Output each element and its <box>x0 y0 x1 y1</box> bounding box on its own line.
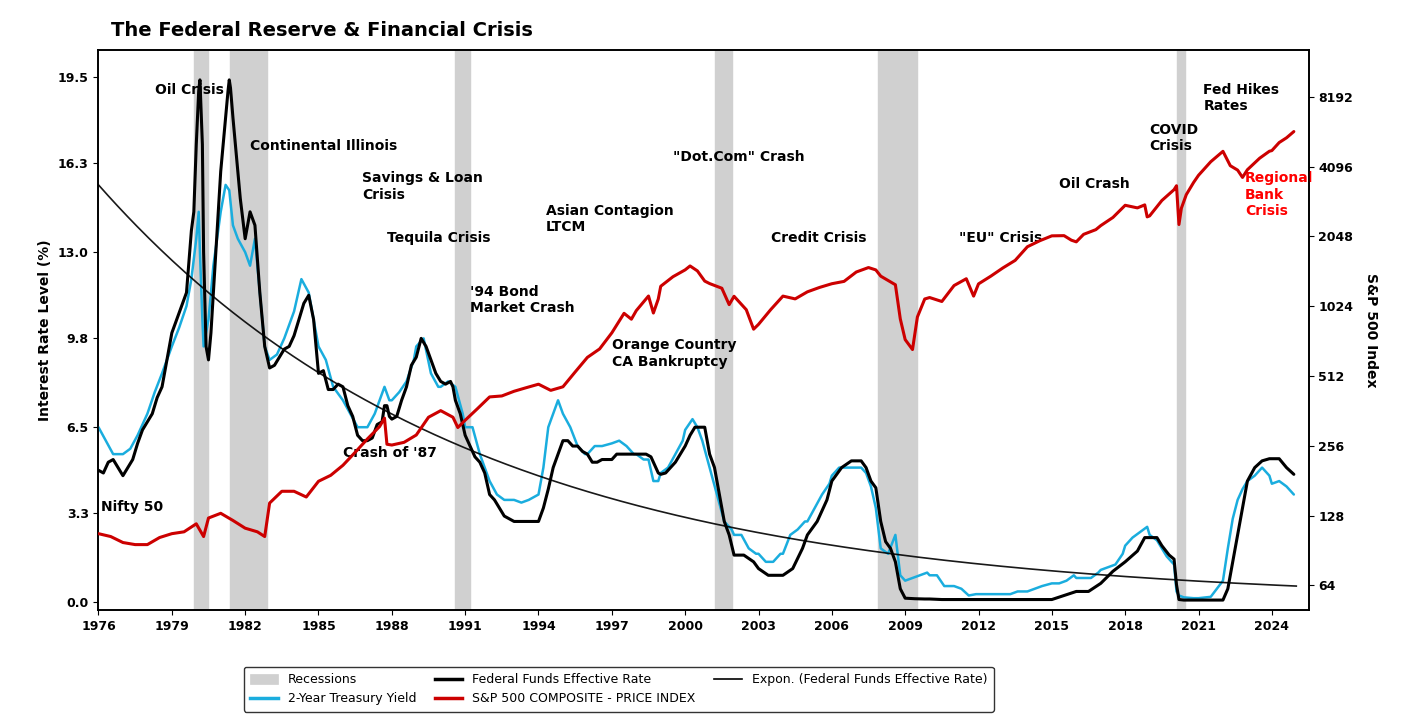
Text: Oil Crisis: Oil Crisis <box>155 83 224 96</box>
Text: Regional
Bank
Crisis: Regional Bank Crisis <box>1245 172 1313 218</box>
Text: Crash of '87: Crash of '87 <box>343 446 436 460</box>
Text: Fed Hikes
Rates: Fed Hikes Rates <box>1203 83 1279 113</box>
Text: The Federal Reserve & Financial Crisis: The Federal Reserve & Financial Crisis <box>111 22 532 40</box>
Bar <box>231 50 267 610</box>
Bar <box>878 50 917 610</box>
Text: Asian Contagion
LTCM: Asian Contagion LTCM <box>546 204 674 234</box>
Text: Tequila Crisis: Tequila Crisis <box>387 230 491 245</box>
Text: "EU" Crisis: "EU" Crisis <box>960 230 1043 245</box>
Text: Credit Crisis: Credit Crisis <box>771 230 867 245</box>
Y-axis label: Interest Rate Level (%): Interest Rate Level (%) <box>38 240 52 421</box>
Bar <box>456 50 470 610</box>
Bar <box>715 50 732 610</box>
Text: COVID
Crisis: COVID Crisis <box>1150 123 1199 153</box>
Text: Orange Country
CA Bankruptcy: Orange Country CA Bankruptcy <box>612 338 736 368</box>
Legend: Recessions, 2-Year Treasury Yield, Federal Funds Effective Rate, S&P 500 COMPOSI: Recessions, 2-Year Treasury Yield, Feder… <box>243 667 993 712</box>
Text: Nifty 50: Nifty 50 <box>101 500 163 514</box>
Bar <box>1176 50 1185 610</box>
Text: Continental Illinois: Continental Illinois <box>250 139 397 153</box>
Text: "Dot.Com" Crash: "Dot.Com" Crash <box>673 150 805 164</box>
Y-axis label: S&P 500 Index: S&P 500 Index <box>1365 273 1379 388</box>
Text: Savings & Loan
Crisis: Savings & Loan Crisis <box>363 172 484 202</box>
Text: '94 Bond
Market Crash: '94 Bond Market Crash <box>470 284 574 314</box>
Bar <box>194 50 208 610</box>
Text: Oil Crash: Oil Crash <box>1059 177 1130 191</box>
